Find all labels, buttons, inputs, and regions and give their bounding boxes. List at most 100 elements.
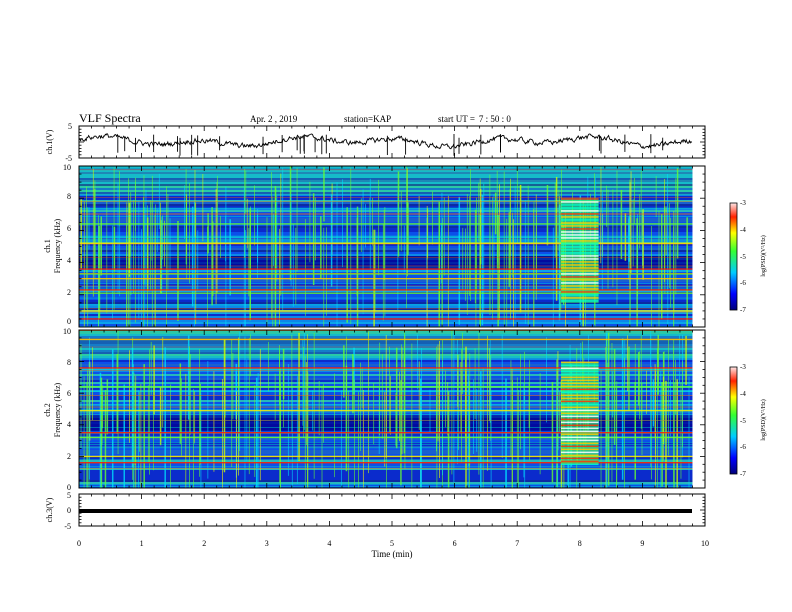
burst-stripe — [561, 243, 599, 245]
ch1-waveform-panel: 5 -5 ch.1(V) — [45, 122, 706, 163]
spectrogram-band — [79, 388, 693, 390]
burst-stripe — [561, 219, 599, 221]
time-tick-label: 5 — [390, 539, 394, 548]
spectrogram-high-band — [79, 330, 693, 359]
spectrogram-band — [79, 442, 693, 444]
ch2-colorbar-label: log(PSD)(V²/Hz) — [760, 399, 767, 440]
ch3-waveform-ticks — [78, 493, 706, 527]
burst-stripe — [561, 228, 599, 230]
spectrogram-burst — [561, 198, 599, 303]
burst-stripe — [561, 403, 599, 406]
spectrogram-band — [79, 252, 693, 254]
spectrogram-band — [79, 248, 693, 250]
spectrogram-band — [79, 208, 693, 210]
spectrogram-band — [79, 374, 693, 376]
ch2-spectrogram-panel: 0 2 4 6 8 10 ch.2 Frequency (kHz) — [43, 327, 706, 492]
spectrogram-quiet-zone — [79, 415, 693, 432]
spectrogram-band — [79, 396, 693, 398]
spectrogram-band — [79, 470, 693, 472]
spectrogram-band — [79, 196, 693, 198]
ch1-spectrogram-yticklabels: 0 2 4 6 8 10 — [63, 163, 71, 326]
burst-stripe — [561, 361, 599, 364]
station-value: KAP — [373, 114, 392, 124]
burst-stripe — [561, 418, 599, 421]
burst-stripe — [561, 288, 599, 290]
spectrogram-band — [79, 332, 693, 334]
ch2-spectrogram — [79, 330, 705, 488]
start-value: 7 : 50 : 0 — [478, 114, 511, 124]
spectrogram-band — [79, 254, 693, 256]
burst-stripe — [561, 448, 599, 451]
ch1-ytick-10: 10 — [63, 163, 71, 172]
burst-stripe — [561, 222, 599, 224]
ch2-ytick-2: 2 — [67, 452, 71, 461]
spectrogram-band — [79, 460, 693, 462]
spectrogram-band — [79, 290, 693, 292]
ch1-spectrogram-panel: 0 2 4 6 8 10 ch.1 Frequency (kHz) — [43, 163, 706, 328]
burst-stripe — [561, 457, 599, 460]
burst-stripe — [561, 255, 599, 257]
spectrogram-band — [79, 446, 693, 448]
ch1-channel-label: ch.1 — [43, 239, 52, 253]
burst-stripe — [561, 240, 599, 242]
spectrogram-band — [79, 236, 693, 238]
spectrogram-no-data — [692, 330, 705, 488]
spectrogram-band — [79, 272, 693, 274]
spectrogram-band — [79, 438, 693, 440]
ch2-ytick-10: 10 — [63, 327, 71, 336]
ch2-cbar-tick-m3: -3 — [740, 363, 746, 371]
spectrogram-band — [79, 330, 693, 332]
ch2-cbar-tick-m7: -7 — [740, 470, 746, 478]
spectrogram-band — [79, 306, 693, 308]
spectrogram-band — [79, 448, 693, 450]
time-tick-label: 6 — [453, 539, 457, 548]
burst-stripe — [561, 436, 599, 439]
spectrogram-band — [79, 394, 693, 396]
burst-stripe — [561, 258, 599, 260]
date-label: Apr. 2 , 2019 — [250, 114, 298, 124]
station-label: station=KAP — [344, 114, 391, 124]
burst-stripe — [561, 294, 599, 296]
spectrogram-band — [79, 412, 693, 414]
burst-stripe — [561, 439, 599, 442]
burst-stripe — [561, 415, 599, 418]
spectrogram-band — [79, 284, 693, 286]
ch2-ytick-0: 0 — [67, 483, 71, 492]
spectrogram-no-data — [692, 166, 705, 327]
ch2-colorbar-gradient — [729, 366, 738, 475]
spectrogram-band — [79, 302, 693, 304]
spectrogram-band — [79, 184, 693, 186]
burst-stripe — [561, 442, 599, 445]
time-tick-label: 9 — [640, 539, 644, 548]
ch1-colorbar-gradient — [729, 202, 738, 311]
ch1-cbar-tick-m3: -3 — [740, 199, 746, 207]
burst-stripe — [561, 424, 599, 427]
spectrogram-band — [79, 450, 693, 452]
spectrogram-band — [79, 334, 693, 336]
burst-stripe — [561, 282, 599, 284]
burst-stripe — [561, 391, 599, 394]
spectrogram-band — [79, 402, 693, 404]
spectrogram-band — [79, 220, 693, 222]
spectrogram-band — [79, 244, 693, 246]
spectrogram-band — [79, 300, 693, 302]
ch1-colorbar-label: log(PSD)(V²/Hz) — [760, 235, 767, 276]
burst-stripe — [561, 451, 599, 454]
burst-stripe — [561, 367, 599, 370]
spectrogram-band — [79, 358, 693, 360]
ch1-waveform-ticks — [78, 125, 706, 159]
time-axis-label: Time (min) — [372, 549, 413, 559]
time-tick-label: 8 — [578, 539, 582, 548]
burst-stripe — [561, 213, 599, 215]
ch1-frequency-ylabel: Frequency (kHz) — [53, 218, 62, 273]
spectrogram-band — [79, 204, 693, 206]
spectrogram-band — [79, 232, 693, 234]
spectrogram-band — [79, 322, 693, 324]
spectrogram-band — [79, 484, 693, 486]
ch1-ytick-0: 0 — [67, 317, 71, 326]
spectrogram-band — [79, 316, 693, 318]
spectrogram-band — [79, 282, 693, 284]
time-axis-ticklabels: 0 1 2 3 4 5 6 7 8 9 10 — [77, 539, 709, 548]
spectrogram-band — [79, 384, 693, 386]
spectrogram-band — [79, 348, 693, 350]
